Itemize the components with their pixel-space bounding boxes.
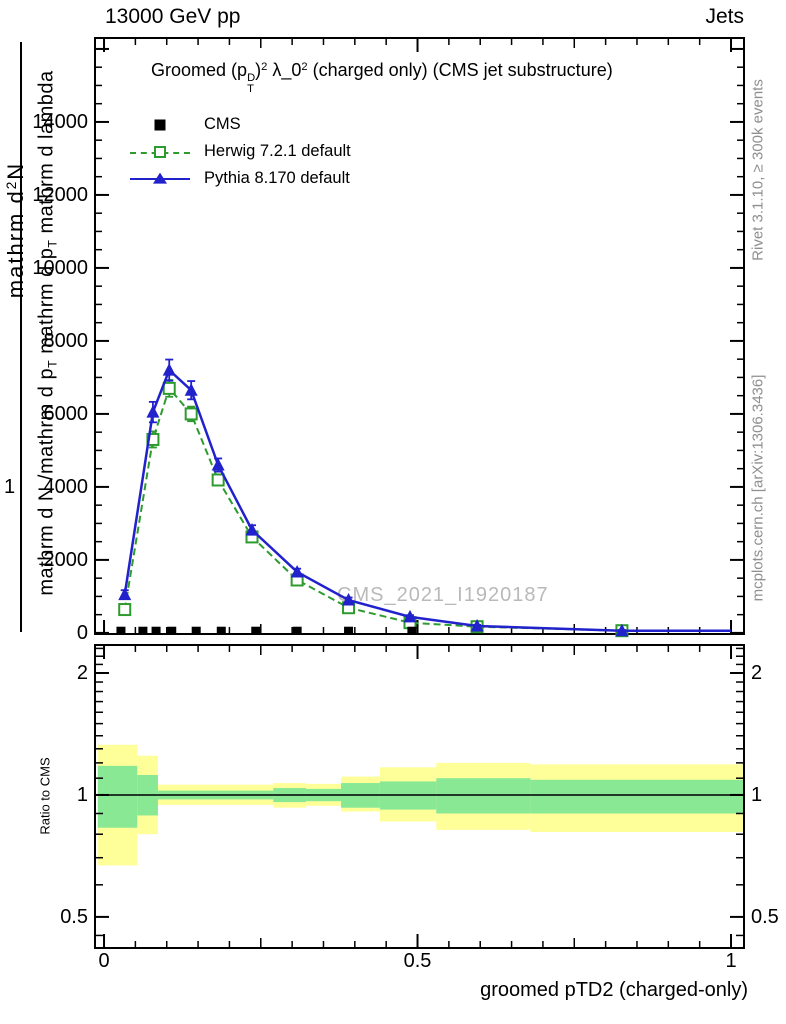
x-tick-label: 0 bbox=[98, 950, 110, 972]
ratio-tick-label-right: 1 bbox=[751, 783, 763, 806]
legend-item-pythia: Pythia 8.170 default bbox=[128, 165, 351, 192]
cms-marker-icon bbox=[128, 111, 192, 138]
pythia-marker-icon bbox=[128, 165, 192, 192]
ratio-tick-label-right: 0.5 bbox=[751, 905, 779, 928]
ratio-tick-label-right: 2 bbox=[751, 661, 763, 684]
analysis-watermark: CMS_2021_I1920187 bbox=[337, 584, 549, 606]
y-axis-fraction-bar bbox=[20, 42, 22, 632]
beam-energy-label: 13000 GeV pp bbox=[105, 5, 241, 28]
ratio-tick-label-left: 2 bbox=[76, 661, 88, 684]
process-label: Jets bbox=[705, 5, 744, 28]
mcplots-credit-label: mcplots.cern.ch [arXiv:1306.3436] bbox=[749, 374, 767, 602]
y-axis-label-one: 1 bbox=[4, 476, 16, 498]
ratio-tick-label-left: 0.5 bbox=[60, 905, 88, 928]
y-tick-label: 12000 bbox=[32, 183, 88, 206]
legend-item-cms: CMS bbox=[128, 111, 351, 138]
y-tick-label: 14000 bbox=[32, 110, 88, 133]
y-tick-label: 6000 bbox=[43, 402, 89, 425]
plot-title: Groomed (p D T)2 λ_02 (charged only) (CMS … bbox=[151, 60, 613, 95]
y-tick-label: 0 bbox=[76, 621, 88, 644]
legend-label-pythia: Pythia 8.170 default bbox=[204, 169, 350, 187]
y-tick-label: 10000 bbox=[32, 256, 88, 279]
legend-item-herwig: Herwig 7.2.1 default bbox=[128, 138, 351, 165]
rivet-version-label: Rivet 3.1.10, ≥ 300k events bbox=[749, 79, 767, 261]
ratio-tick-label-left: 1 bbox=[76, 783, 88, 806]
herwig-marker-icon bbox=[128, 138, 192, 165]
x-axis-label: groomed pTD2 (charged-only) bbox=[480, 979, 748, 1001]
x-tick-label: 1 bbox=[725, 950, 737, 972]
y-tick-label: 2000 bbox=[43, 548, 89, 571]
y-tick-label: 4000 bbox=[43, 475, 89, 498]
legend-label-herwig: Herwig 7.2.1 default bbox=[204, 142, 351, 160]
x-tick-label: 0.5 bbox=[403, 950, 432, 972]
legend-label-cms: CMS bbox=[204, 115, 241, 133]
y-tick-label: 8000 bbox=[43, 329, 89, 352]
legend: CMS Herwig 7.2.1 default Pythia 8.170 de… bbox=[128, 111, 351, 192]
